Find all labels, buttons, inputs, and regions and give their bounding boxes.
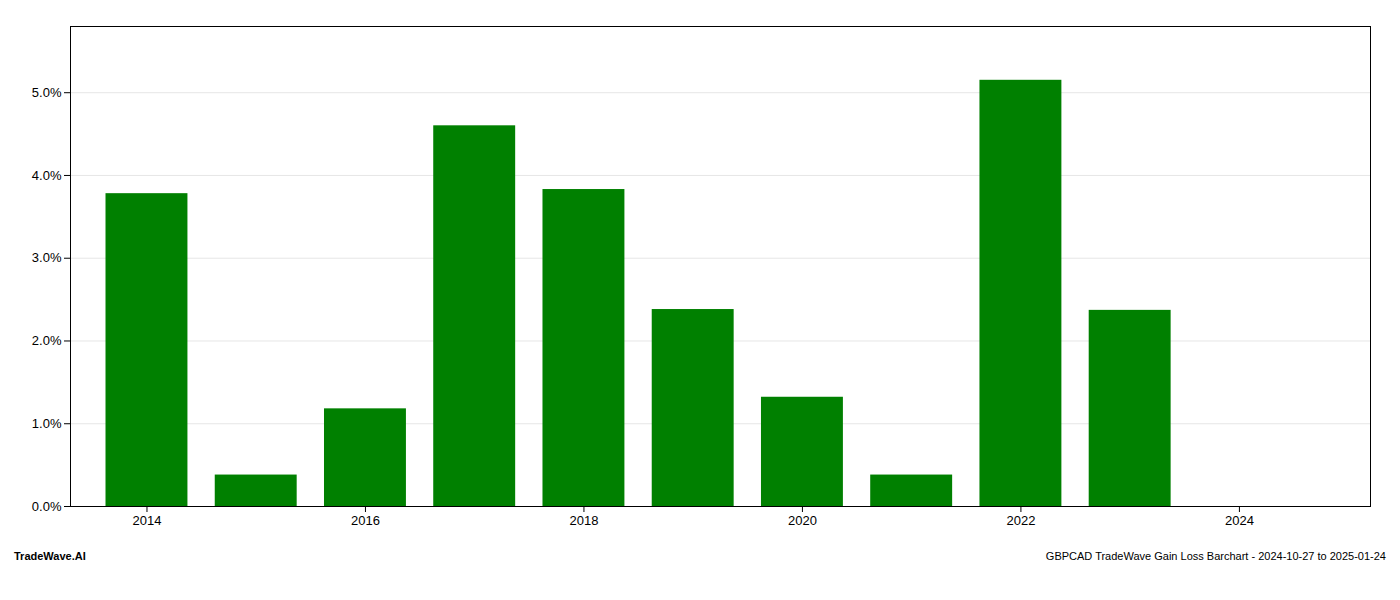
svg-text:5.0%: 5.0%: [32, 85, 62, 100]
svg-text:2016: 2016: [351, 513, 380, 528]
svg-text:3.0%: 3.0%: [32, 250, 62, 265]
svg-text:2014: 2014: [133, 513, 162, 528]
svg-text:2020: 2020: [788, 513, 817, 528]
svg-text:2018: 2018: [569, 513, 598, 528]
html-text:TradeWave.AI: TradeWave.AI: [14, 550, 86, 562]
svg-text:0.0%: 0.0%: [32, 499, 62, 514]
svg-text:2024: 2024: [1225, 513, 1254, 528]
svg-text:2.0%: 2.0%: [32, 333, 62, 348]
svg-text:1.0%: 1.0%: [32, 416, 62, 431]
svg-text:4.0%: 4.0%: [32, 168, 62, 183]
svg-text:2022: 2022: [1006, 513, 1035, 528]
html-text:GBPCAD TradeWave Gain Loss Bar: GBPCAD TradeWave Gain Loss Barchart - 20…: [1045, 550, 1386, 562]
